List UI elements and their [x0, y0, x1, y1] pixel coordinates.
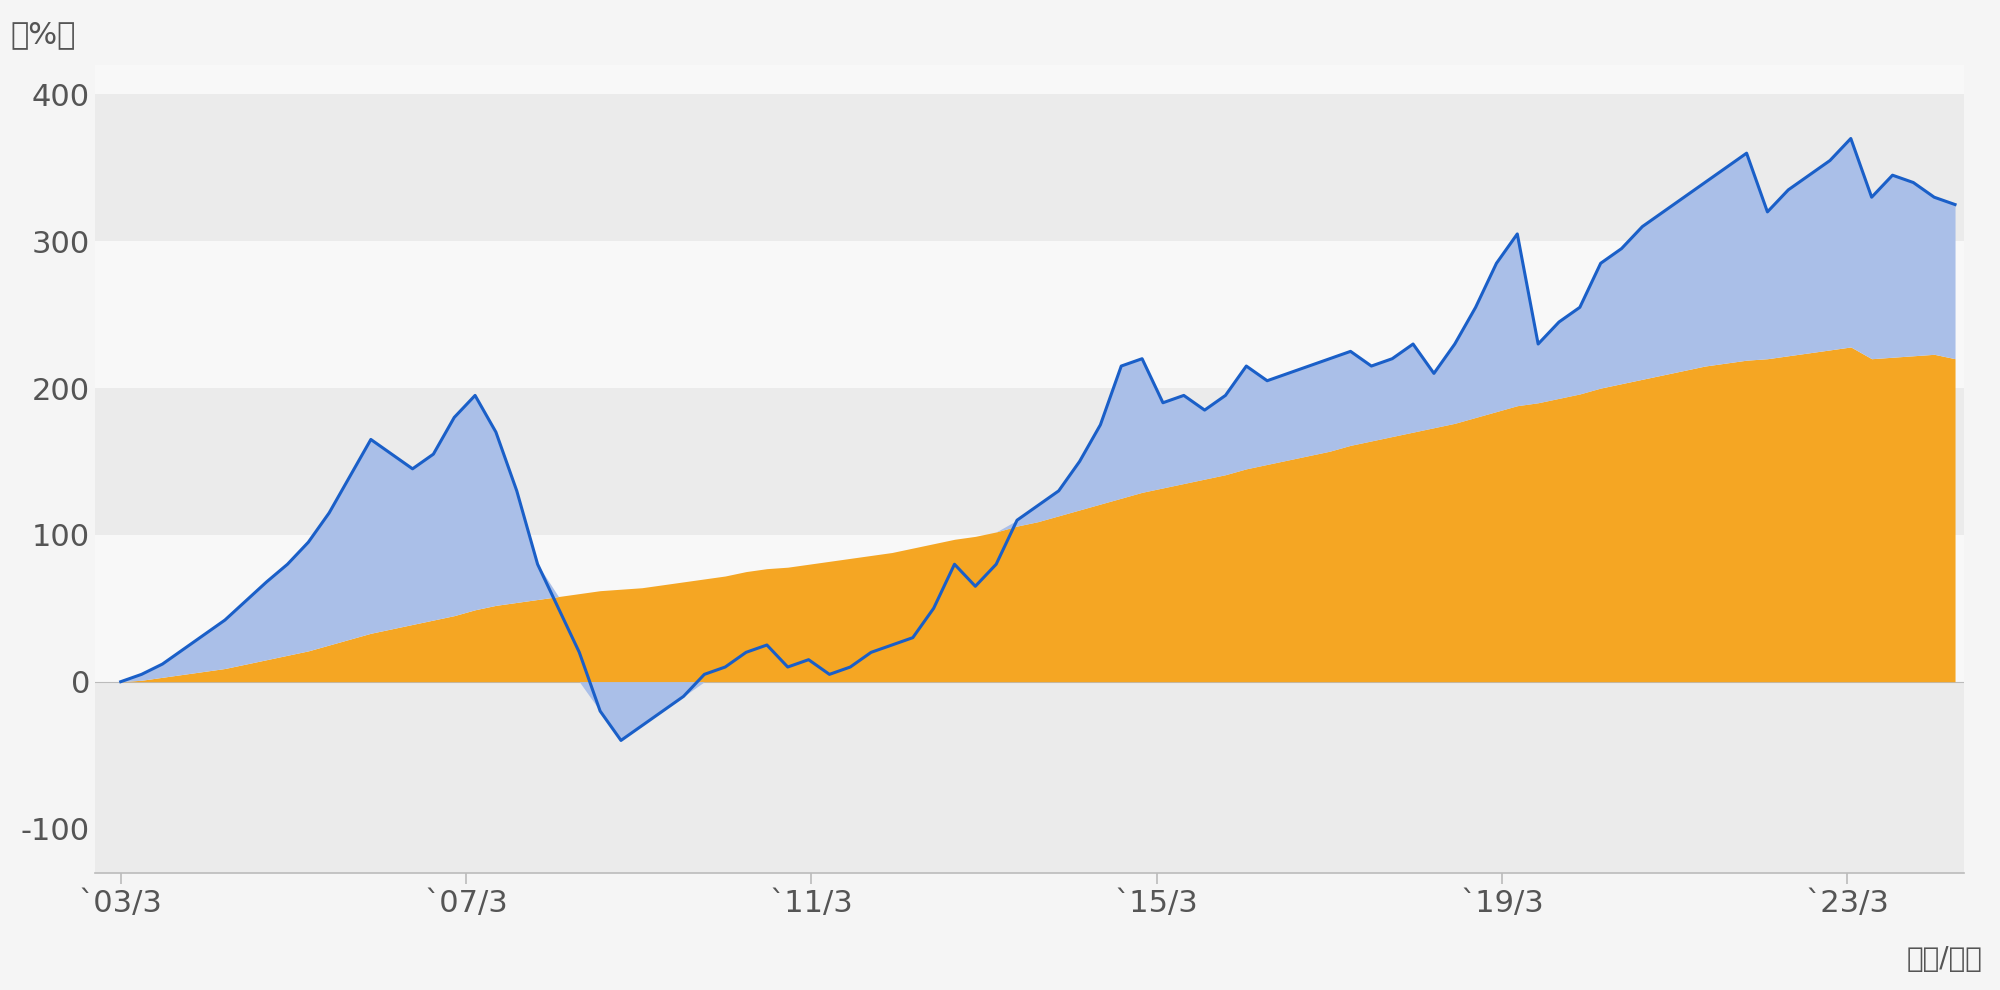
- Bar: [94, 388, 1964, 535]
- Bar: [94, 242, 1964, 388]
- Bar: [94, 65, 1964, 94]
- Bar: [94, 535, 1964, 682]
- Text: （%）: （%）: [10, 20, 76, 49]
- Bar: [94, 682, 1964, 872]
- Text: （年/月）: （年/月）: [1906, 945, 1982, 973]
- Bar: [94, 94, 1964, 242]
